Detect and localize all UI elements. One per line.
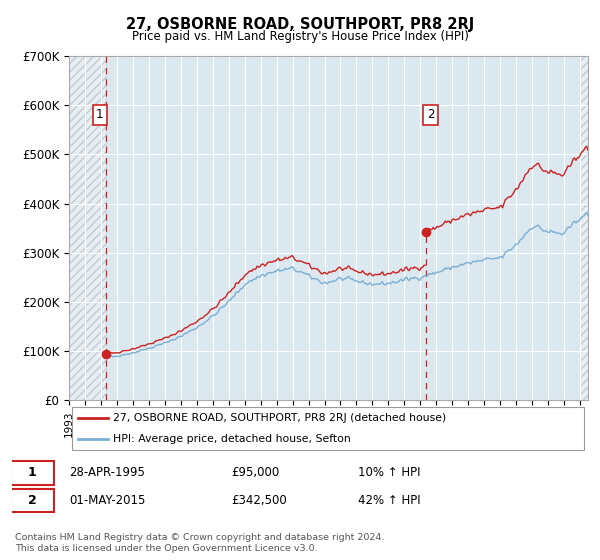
Text: 1: 1 [28,466,37,479]
Text: 1: 1 [96,108,104,121]
Polygon shape [69,56,106,400]
Text: 27, OSBORNE ROAD, SOUTHPORT, PR8 2RJ: 27, OSBORNE ROAD, SOUTHPORT, PR8 2RJ [126,17,474,32]
Text: Price paid vs. HM Land Registry's House Price Index (HPI): Price paid vs. HM Land Registry's House … [131,30,469,43]
Polygon shape [580,56,588,400]
Text: £95,000: £95,000 [231,466,279,479]
FancyBboxPatch shape [11,489,54,512]
FancyBboxPatch shape [11,461,54,484]
FancyBboxPatch shape [71,407,584,450]
Text: 01-MAY-2015: 01-MAY-2015 [70,494,146,507]
Text: 2: 2 [427,108,434,121]
Text: 42% ↑ HPI: 42% ↑ HPI [358,494,420,507]
Text: 28-APR-1995: 28-APR-1995 [70,466,145,479]
Text: 27, OSBORNE ROAD, SOUTHPORT, PR8 2RJ (detached house): 27, OSBORNE ROAD, SOUTHPORT, PR8 2RJ (de… [113,413,446,423]
Text: 2: 2 [28,494,37,507]
Text: Contains HM Land Registry data © Crown copyright and database right 2024.
This d: Contains HM Land Registry data © Crown c… [15,533,385,553]
Text: 10% ↑ HPI: 10% ↑ HPI [358,466,420,479]
Text: £342,500: £342,500 [231,494,287,507]
Text: HPI: Average price, detached house, Sefton: HPI: Average price, detached house, Seft… [113,433,351,444]
